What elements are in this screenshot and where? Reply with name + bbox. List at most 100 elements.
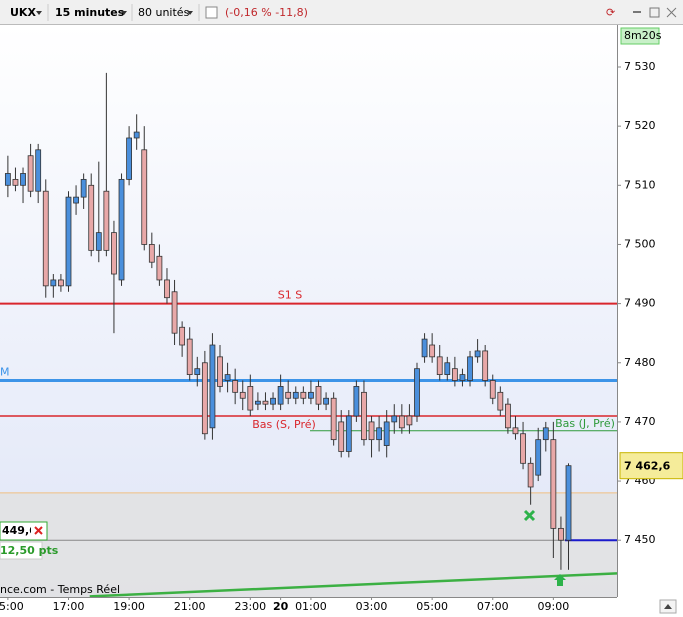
candle-body [95, 232, 102, 251]
candle-body [391, 415, 398, 423]
candle-body [239, 391, 246, 399]
candle-body [361, 391, 367, 441]
toolbar [0, 0, 683, 24]
candle-body [50, 279, 57, 287]
candle-body [186, 338, 193, 375]
candle-body [436, 356, 443, 375]
candle-body [20, 173, 26, 186]
signal-arrow [554, 574, 566, 586]
y-tick-label: 7 490 [624, 297, 656, 310]
x-tick-label: 05:00 [416, 600, 448, 613]
candle-body [224, 374, 231, 381]
timeframe[interactable]: 15 minutes [55, 6, 125, 19]
candle-body [353, 386, 360, 417]
symbol[interactable]: UKX [10, 6, 36, 19]
order-distance: 12,50 pts [0, 544, 59, 557]
candle-body [429, 344, 436, 358]
candle-body [474, 350, 481, 358]
y-tick-label: 7 450 [624, 533, 656, 546]
candle-body [118, 178, 125, 281]
x-tick-label: 07:00 [477, 600, 509, 613]
candle-body [315, 386, 322, 405]
x-tick-label: 19:00 [113, 600, 145, 613]
candle-body [527, 462, 534, 488]
dropdown-arrow [187, 11, 193, 15]
candle-body [201, 362, 208, 435]
close[interactable] [666, 7, 677, 18]
candle-body [111, 232, 117, 275]
x-tick-label: 09:00 [538, 600, 570, 613]
candle-body [406, 415, 413, 426]
candle-body [323, 397, 329, 405]
candle-body [164, 279, 170, 299]
y-tick-label: 7 520 [624, 119, 656, 132]
dropdown-arrow [36, 11, 42, 15]
candle-body [12, 178, 19, 186]
order-price: 449,6 [2, 524, 37, 537]
countdown-box [620, 27, 660, 45]
candle-body [497, 391, 504, 411]
candle-body [535, 439, 542, 476]
candle-body [35, 149, 42, 192]
x-tick-label: 21:00 [174, 600, 206, 613]
candle-body [217, 356, 223, 387]
candle-body [300, 391, 307, 399]
candle-body [148, 244, 155, 263]
candle-body [421, 338, 428, 358]
candle-body [156, 255, 163, 281]
candle-body [4, 173, 11, 186]
minimize[interactable] [633, 11, 641, 13]
x-tick-label: 23:00 [234, 600, 266, 613]
candle-body [254, 400, 261, 405]
last-price-box [619, 452, 683, 480]
candle-body [345, 415, 352, 452]
candle-body [520, 433, 526, 464]
candle-body [376, 427, 383, 441]
y-tick-label: 7 500 [624, 237, 656, 250]
y-tick-label: 7 470 [624, 415, 656, 428]
candle-body [489, 380, 496, 399]
x-tick-label: 15:00 [0, 600, 24, 613]
candle-body [194, 368, 201, 375]
candle-body [565, 465, 572, 541]
x-tick-label: 17:00 [53, 600, 85, 613]
units[interactable]: 80 unités [138, 6, 190, 19]
candle-body [65, 196, 72, 287]
x-axis-area [0, 597, 617, 617]
candle-body [338, 421, 345, 452]
candle-body [42, 190, 49, 287]
change: (-0,16 % -11,8) [225, 6, 308, 19]
maximize[interactable] [649, 7, 660, 18]
y-tick-label: 7 480 [624, 356, 656, 369]
last-price-label: 7 462,6 [624, 460, 671, 473]
candle-body [368, 421, 375, 441]
x-tick-label: 20 [273, 600, 289, 613]
scroll-arrow [664, 604, 672, 609]
dropdown-arrow [121, 11, 127, 15]
candle-body [558, 527, 564, 541]
candle-body [459, 374, 466, 381]
level-label: Bas (S, Pré) [252, 418, 316, 431]
refresh-icon[interactable]: ⟳ [606, 6, 615, 19]
order-cancel[interactable] [34, 526, 43, 535]
candle-body [133, 131, 140, 139]
candle-body [209, 344, 216, 429]
x-tick-label: 03:00 [356, 600, 388, 613]
alert-zone [0, 492, 617, 597]
source: nce.com - Temps Réel [0, 583, 120, 596]
level-label: S1 S [278, 289, 302, 302]
candle-body [542, 427, 549, 441]
candle-body [550, 439, 557, 529]
candle-body [398, 415, 405, 429]
trendline [89, 572, 618, 598]
candle-body [232, 380, 239, 393]
indicator-icon[interactable] [205, 6, 218, 19]
candle-body [262, 400, 269, 405]
candle-body [27, 155, 34, 192]
candle-body [330, 397, 337, 441]
candle-body [88, 184, 95, 251]
level-label: M [0, 366, 10, 379]
candle-body [277, 386, 284, 405]
